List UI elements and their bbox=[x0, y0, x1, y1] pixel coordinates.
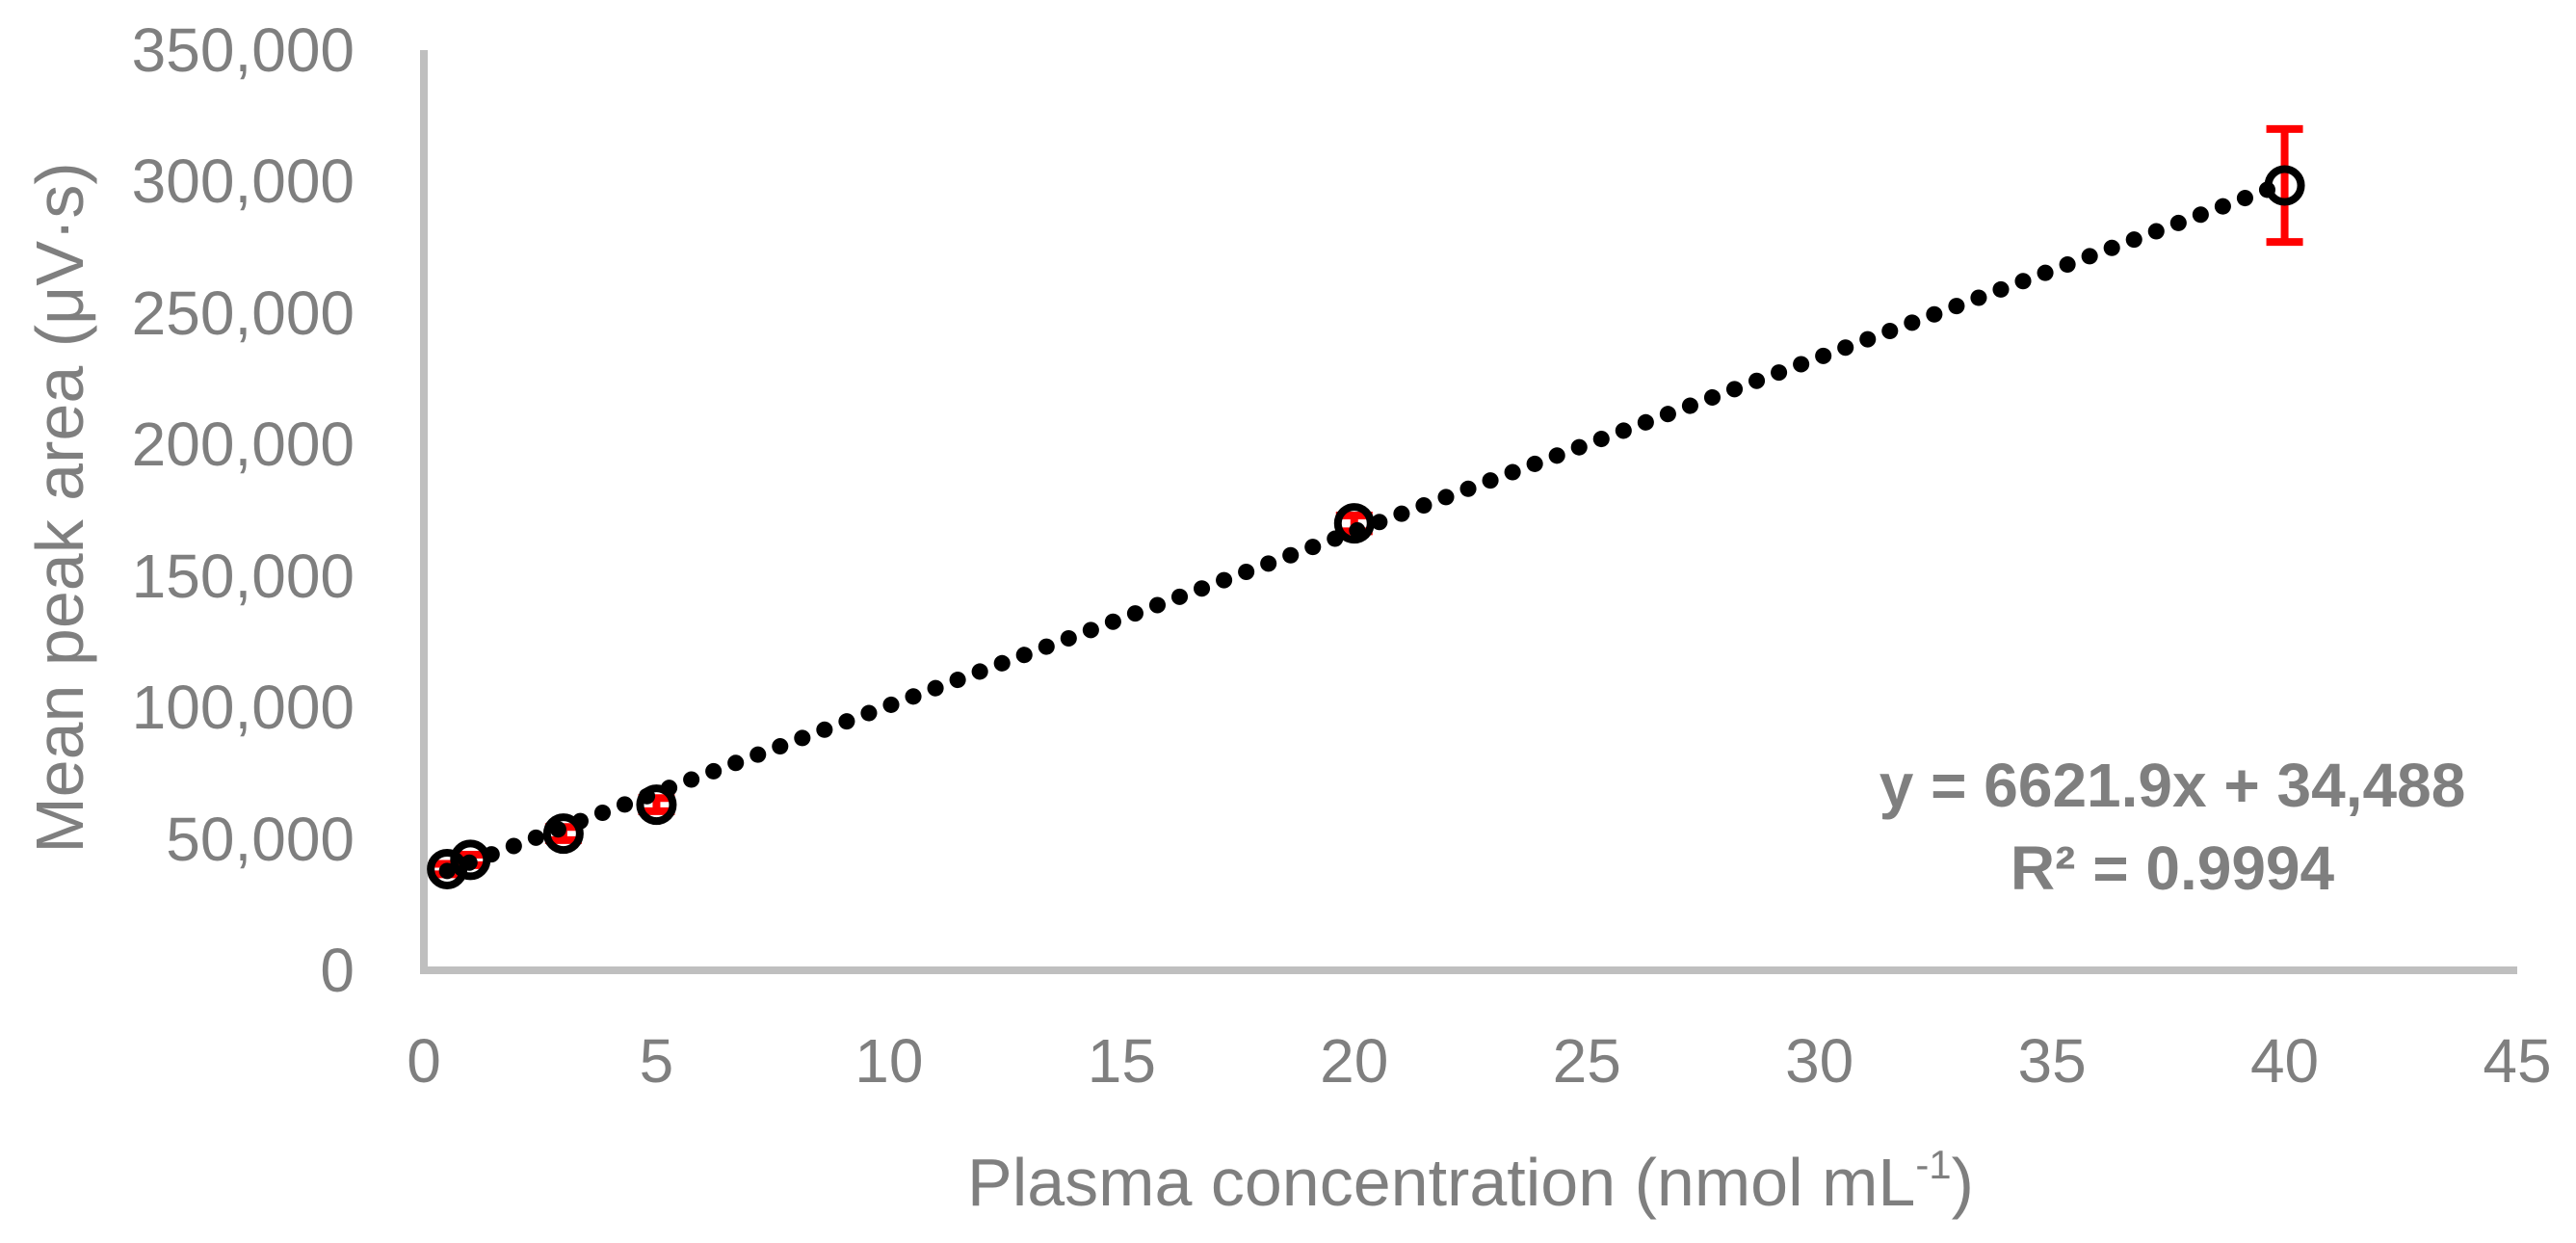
trendline-r-squared: R² = 0.9994 bbox=[2010, 833, 2335, 903]
x-axis-title-superscript: -1 bbox=[1915, 1142, 1952, 1187]
x-tick-label: 20 bbox=[1320, 1026, 1389, 1096]
x-axis-title-close: ) bbox=[1951, 1145, 1974, 1220]
x-axis-title-text: Plasma concentration (nmol mL bbox=[967, 1145, 1916, 1220]
x-tick-label: 15 bbox=[1087, 1026, 1156, 1096]
y-tick-label: 100,000 bbox=[131, 673, 355, 743]
x-tick-label: 5 bbox=[639, 1026, 674, 1096]
data-point-marker bbox=[1333, 503, 1375, 544]
x-tick-label: 10 bbox=[854, 1026, 924, 1096]
trendline-annotation: y = 6621.9x + 34,488 R² = 0.9994 bbox=[1859, 744, 2485, 910]
x-axis-title: Plasma concentration (nmol mL-1) bbox=[424, 1142, 2517, 1221]
y-axis-title: Mean peak area (μV·s) bbox=[22, 162, 97, 854]
trendline-equation: y = 6621.9x + 34,488 bbox=[1879, 751, 2466, 820]
y-tick-label: 150,000 bbox=[131, 541, 355, 611]
x-tick-label: 0 bbox=[407, 1026, 441, 1096]
x-tick-label: 30 bbox=[1785, 1026, 1854, 1096]
trendline-dotted bbox=[438, 174, 2294, 880]
y-tick-label: 0 bbox=[320, 936, 355, 1005]
x-tick-label: 35 bbox=[2017, 1026, 2087, 1096]
y-tick-label: 350,000 bbox=[131, 15, 355, 85]
x-tick-label: 25 bbox=[1552, 1026, 1621, 1096]
data-point-marker bbox=[542, 813, 584, 855]
data-point-marker bbox=[636, 784, 677, 826]
y-tick-label: 50,000 bbox=[166, 804, 355, 874]
y-tick-label: 200,000 bbox=[131, 410, 355, 480]
y-tick-label: 250,000 bbox=[131, 278, 355, 348]
y-tick-label: 300,000 bbox=[131, 146, 355, 217]
data-point-marker bbox=[450, 839, 491, 881]
data-point-marker bbox=[2264, 165, 2305, 206]
data-point-marker bbox=[427, 848, 468, 889]
x-tick-label: 40 bbox=[2249, 1026, 2320, 1096]
x-tick-label: 45 bbox=[2483, 1026, 2552, 1096]
